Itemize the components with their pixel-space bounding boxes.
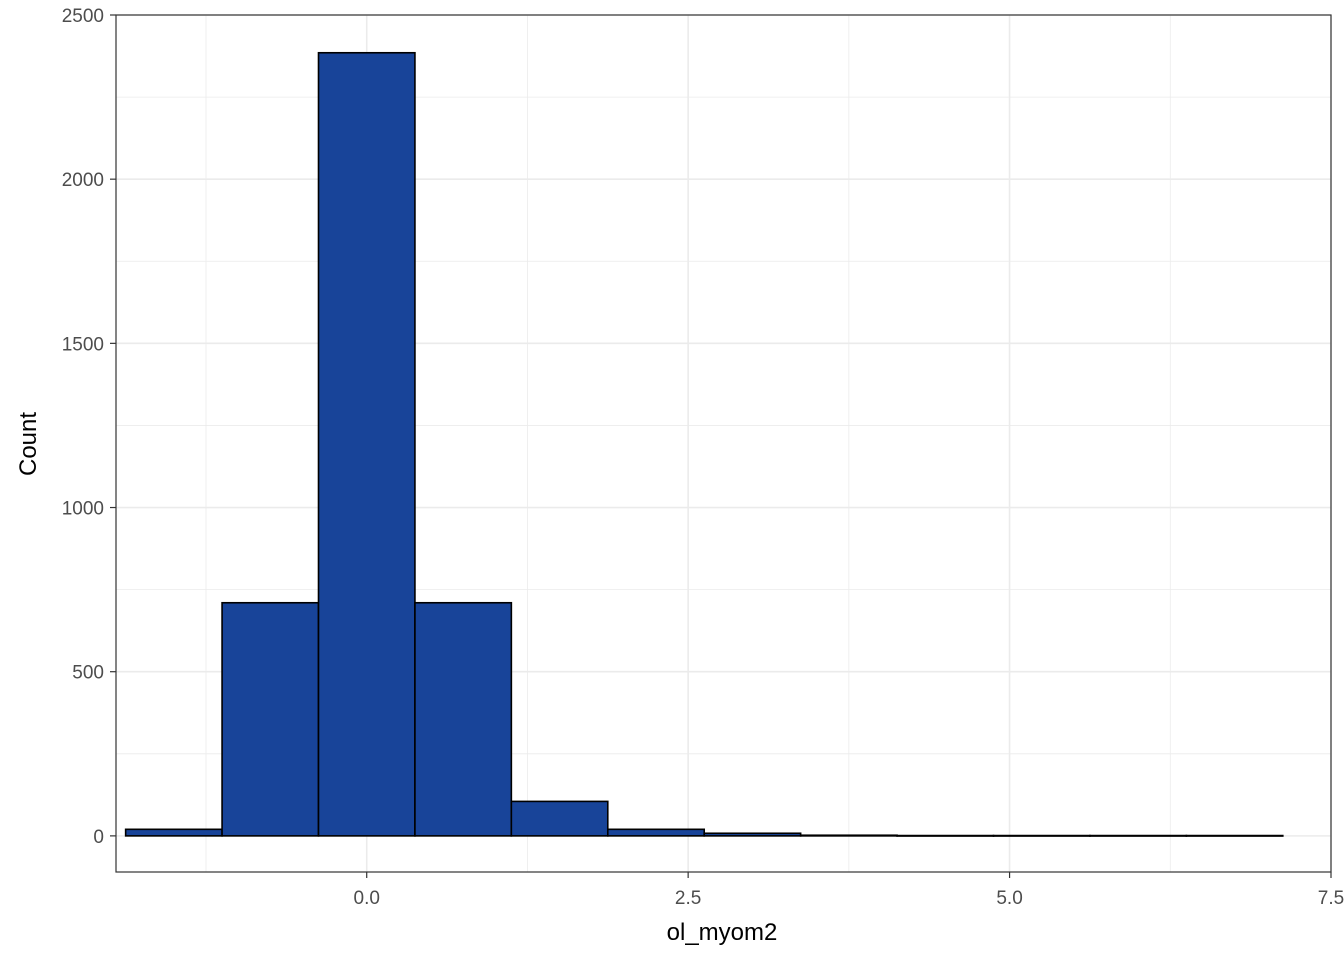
histogram-bar	[799, 834, 898, 837]
histogram-bars	[124, 51, 1284, 837]
y-tick-label: 1500	[62, 334, 104, 355]
histogram-bar	[992, 834, 1091, 837]
y-axis-ticks: 0 500 1000 1500 2000 2500	[62, 6, 116, 848]
histogram-bar	[124, 828, 223, 837]
histogram-bar	[414, 601, 513, 837]
histogram-bar	[221, 601, 320, 837]
x-axis-ticks: 0.0 2.5 5.0 7.5	[354, 872, 1344, 909]
panel-border	[115, 14, 1332, 873]
histogram-bar	[317, 51, 416, 837]
histogram-bar	[1089, 834, 1188, 837]
histogram-bar	[510, 800, 609, 837]
x-axis-title: ol_myom2	[667, 919, 778, 946]
y-axis-title: Count	[15, 412, 42, 476]
histogram-bar	[606, 828, 706, 837]
x-tick-label: 0.0	[354, 888, 380, 909]
histogram-bar	[1185, 834, 1284, 837]
histogram-bar	[703, 832, 802, 837]
y-tick-label: 500	[72, 663, 104, 684]
y-tick-label: 2000	[62, 170, 104, 191]
x-tick-label: 2.5	[675, 888, 701, 909]
y-tick-label: 2500	[62, 6, 104, 27]
x-tick-label: 7.5	[1318, 888, 1344, 909]
y-tick-label: 1000	[62, 499, 104, 520]
histogram-bar	[896, 834, 995, 837]
x-tick-label: 5.0	[996, 888, 1022, 909]
y-tick-label: 0	[93, 827, 104, 848]
